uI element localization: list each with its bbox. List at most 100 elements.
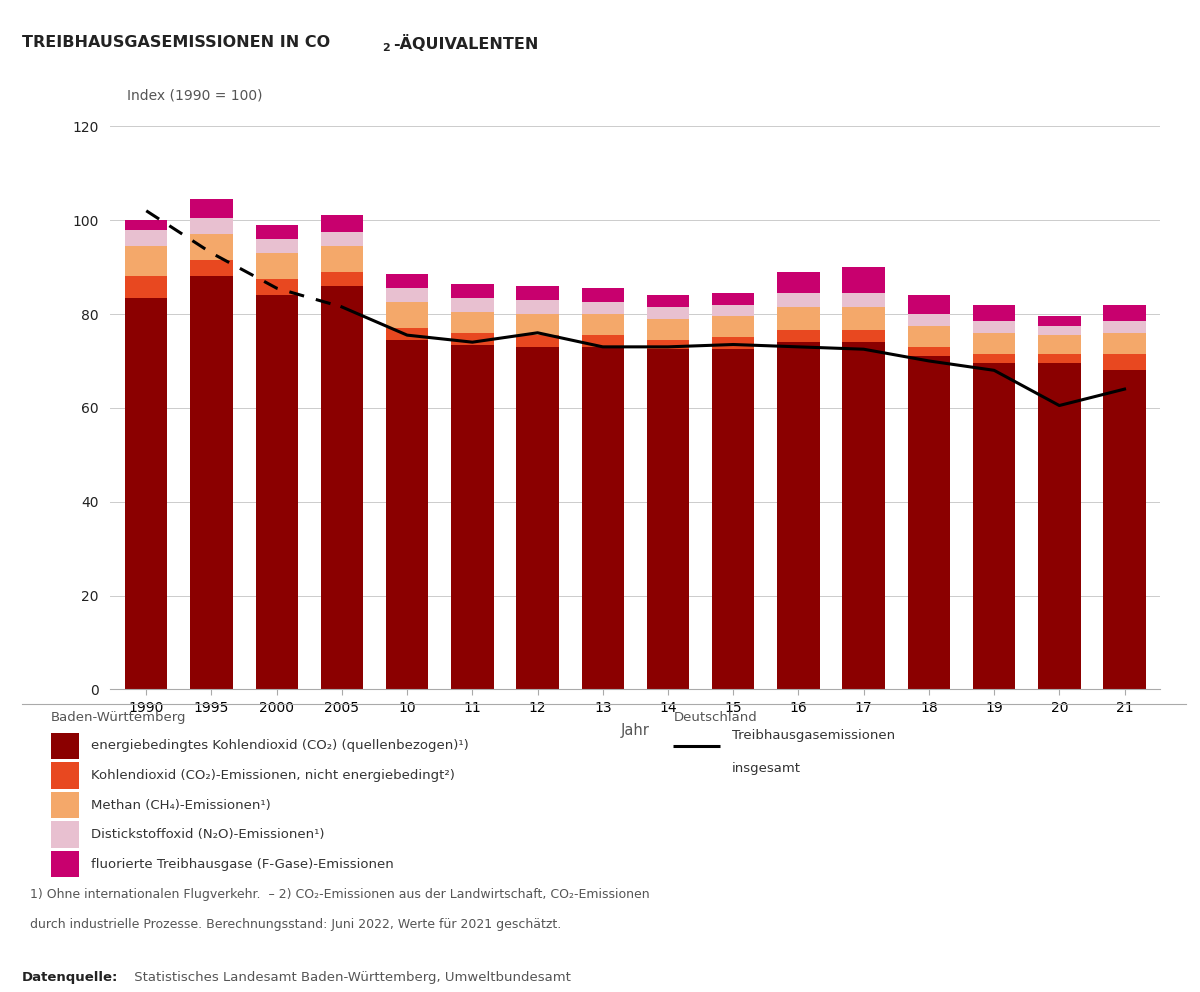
Bar [1038,325,1080,335]
Text: Methan (CH₄)-Emissionen¹): Methan (CH₄)-Emissionen¹) [91,799,271,811]
Text: 1) Ohne internationalen Flugverkehr.  – 2) CO₂-Emissionen aus der Landwirtschaft: 1) Ohne internationalen Flugverkehr. – 2… [30,888,649,901]
Bar [973,321,1015,332]
Text: Kohlendioxid (CO₂)-Emissionen, nicht energiebedingt²): Kohlendioxid (CO₂)-Emissionen, nicht ene… [91,769,455,782]
Bar [907,314,950,325]
Bar [778,293,820,307]
Bar [320,286,364,689]
Text: Datenquelle:: Datenquelle: [22,971,118,984]
Bar [516,314,559,335]
Bar [647,318,689,340]
FancyBboxPatch shape [50,792,79,818]
Bar [778,307,820,330]
Bar [712,349,755,689]
Bar [582,289,624,303]
X-axis label: Jahr: Jahr [620,723,650,738]
Bar [842,342,884,689]
Bar [516,286,559,300]
Bar [256,279,298,296]
Bar [973,363,1015,689]
Text: Treibhausgasemissionen: Treibhausgasemissionen [732,729,895,742]
Bar [256,239,298,253]
Bar [842,293,884,307]
Bar [1103,332,1146,354]
Bar [582,314,624,335]
Bar [191,260,233,277]
Bar [712,337,755,349]
Text: durch industrielle Prozesse. Berechnungsstand: Juni 2022, Werte für 2021 geschät: durch industrielle Prozesse. Berechnungs… [30,918,562,930]
Bar [647,296,689,307]
Bar [1038,335,1080,354]
Bar [386,289,428,303]
Bar [712,293,755,305]
Bar [1103,305,1146,321]
Bar [125,229,168,246]
Bar [386,303,428,328]
Bar [320,215,364,232]
Bar [320,246,364,272]
Bar [907,296,950,314]
Bar [907,325,950,347]
Bar [1103,354,1146,370]
Bar [386,274,428,289]
Bar [256,253,298,279]
Bar [320,232,364,246]
Bar [647,307,689,318]
Bar [125,298,168,689]
Bar [256,296,298,689]
FancyBboxPatch shape [50,850,79,878]
Bar [451,311,493,332]
FancyBboxPatch shape [50,821,79,848]
Bar [191,277,233,689]
Text: fluorierte Treibhausgase (F-Gase)-Emissionen: fluorierte Treibhausgase (F-Gase)-Emissi… [91,857,394,871]
Bar [647,340,689,349]
Bar [973,332,1015,354]
Text: 2: 2 [382,43,390,53]
Text: Deutschland: Deutschland [673,711,757,724]
Bar [1038,316,1080,325]
Bar [1103,321,1146,332]
Text: Index (1990 = 100): Index (1990 = 100) [127,88,263,103]
Bar [907,347,950,356]
Bar [842,267,884,293]
Bar [451,298,493,311]
Bar [256,225,298,239]
Bar [191,199,233,218]
Bar [125,246,168,277]
Bar [1103,370,1146,689]
Bar [1038,354,1080,363]
Bar [778,342,820,689]
FancyBboxPatch shape [50,732,79,760]
Bar [778,330,820,342]
Bar [191,218,233,234]
Bar [778,272,820,293]
Bar [582,347,624,689]
Bar [842,330,884,342]
Bar [125,220,168,229]
FancyBboxPatch shape [50,762,79,789]
Bar [386,328,428,340]
Bar [451,332,493,344]
Bar [712,305,755,316]
Bar [582,335,624,347]
Bar [320,272,364,286]
Bar [973,305,1015,321]
Text: Baden-Württemberg: Baden-Württemberg [50,711,186,724]
Bar [516,300,559,314]
Bar [125,277,168,298]
Text: Statistisches Landesamt Baden-Württemberg, Umweltbundesamt: Statistisches Landesamt Baden-Württember… [130,971,570,984]
Bar [516,347,559,689]
Bar [191,234,233,260]
Text: insgesamt: insgesamt [732,762,800,775]
Bar [451,344,493,689]
Bar [907,356,950,689]
Bar [1038,363,1080,689]
Text: -ÄQUIVALENTEN: -ÄQUIVALENTEN [394,35,539,52]
Text: Distickstoffoxid (N₂O)-Emissionen¹): Distickstoffoxid (N₂O)-Emissionen¹) [91,828,325,841]
Text: energiebedingtes Kohlendioxid (CO₂) (quellenbezogen)¹): energiebedingtes Kohlendioxid (CO₂) (que… [91,739,469,753]
Bar [451,284,493,298]
Bar [712,316,755,337]
Bar [516,335,559,347]
Bar [582,303,624,314]
Bar [386,340,428,689]
Bar [647,349,689,689]
